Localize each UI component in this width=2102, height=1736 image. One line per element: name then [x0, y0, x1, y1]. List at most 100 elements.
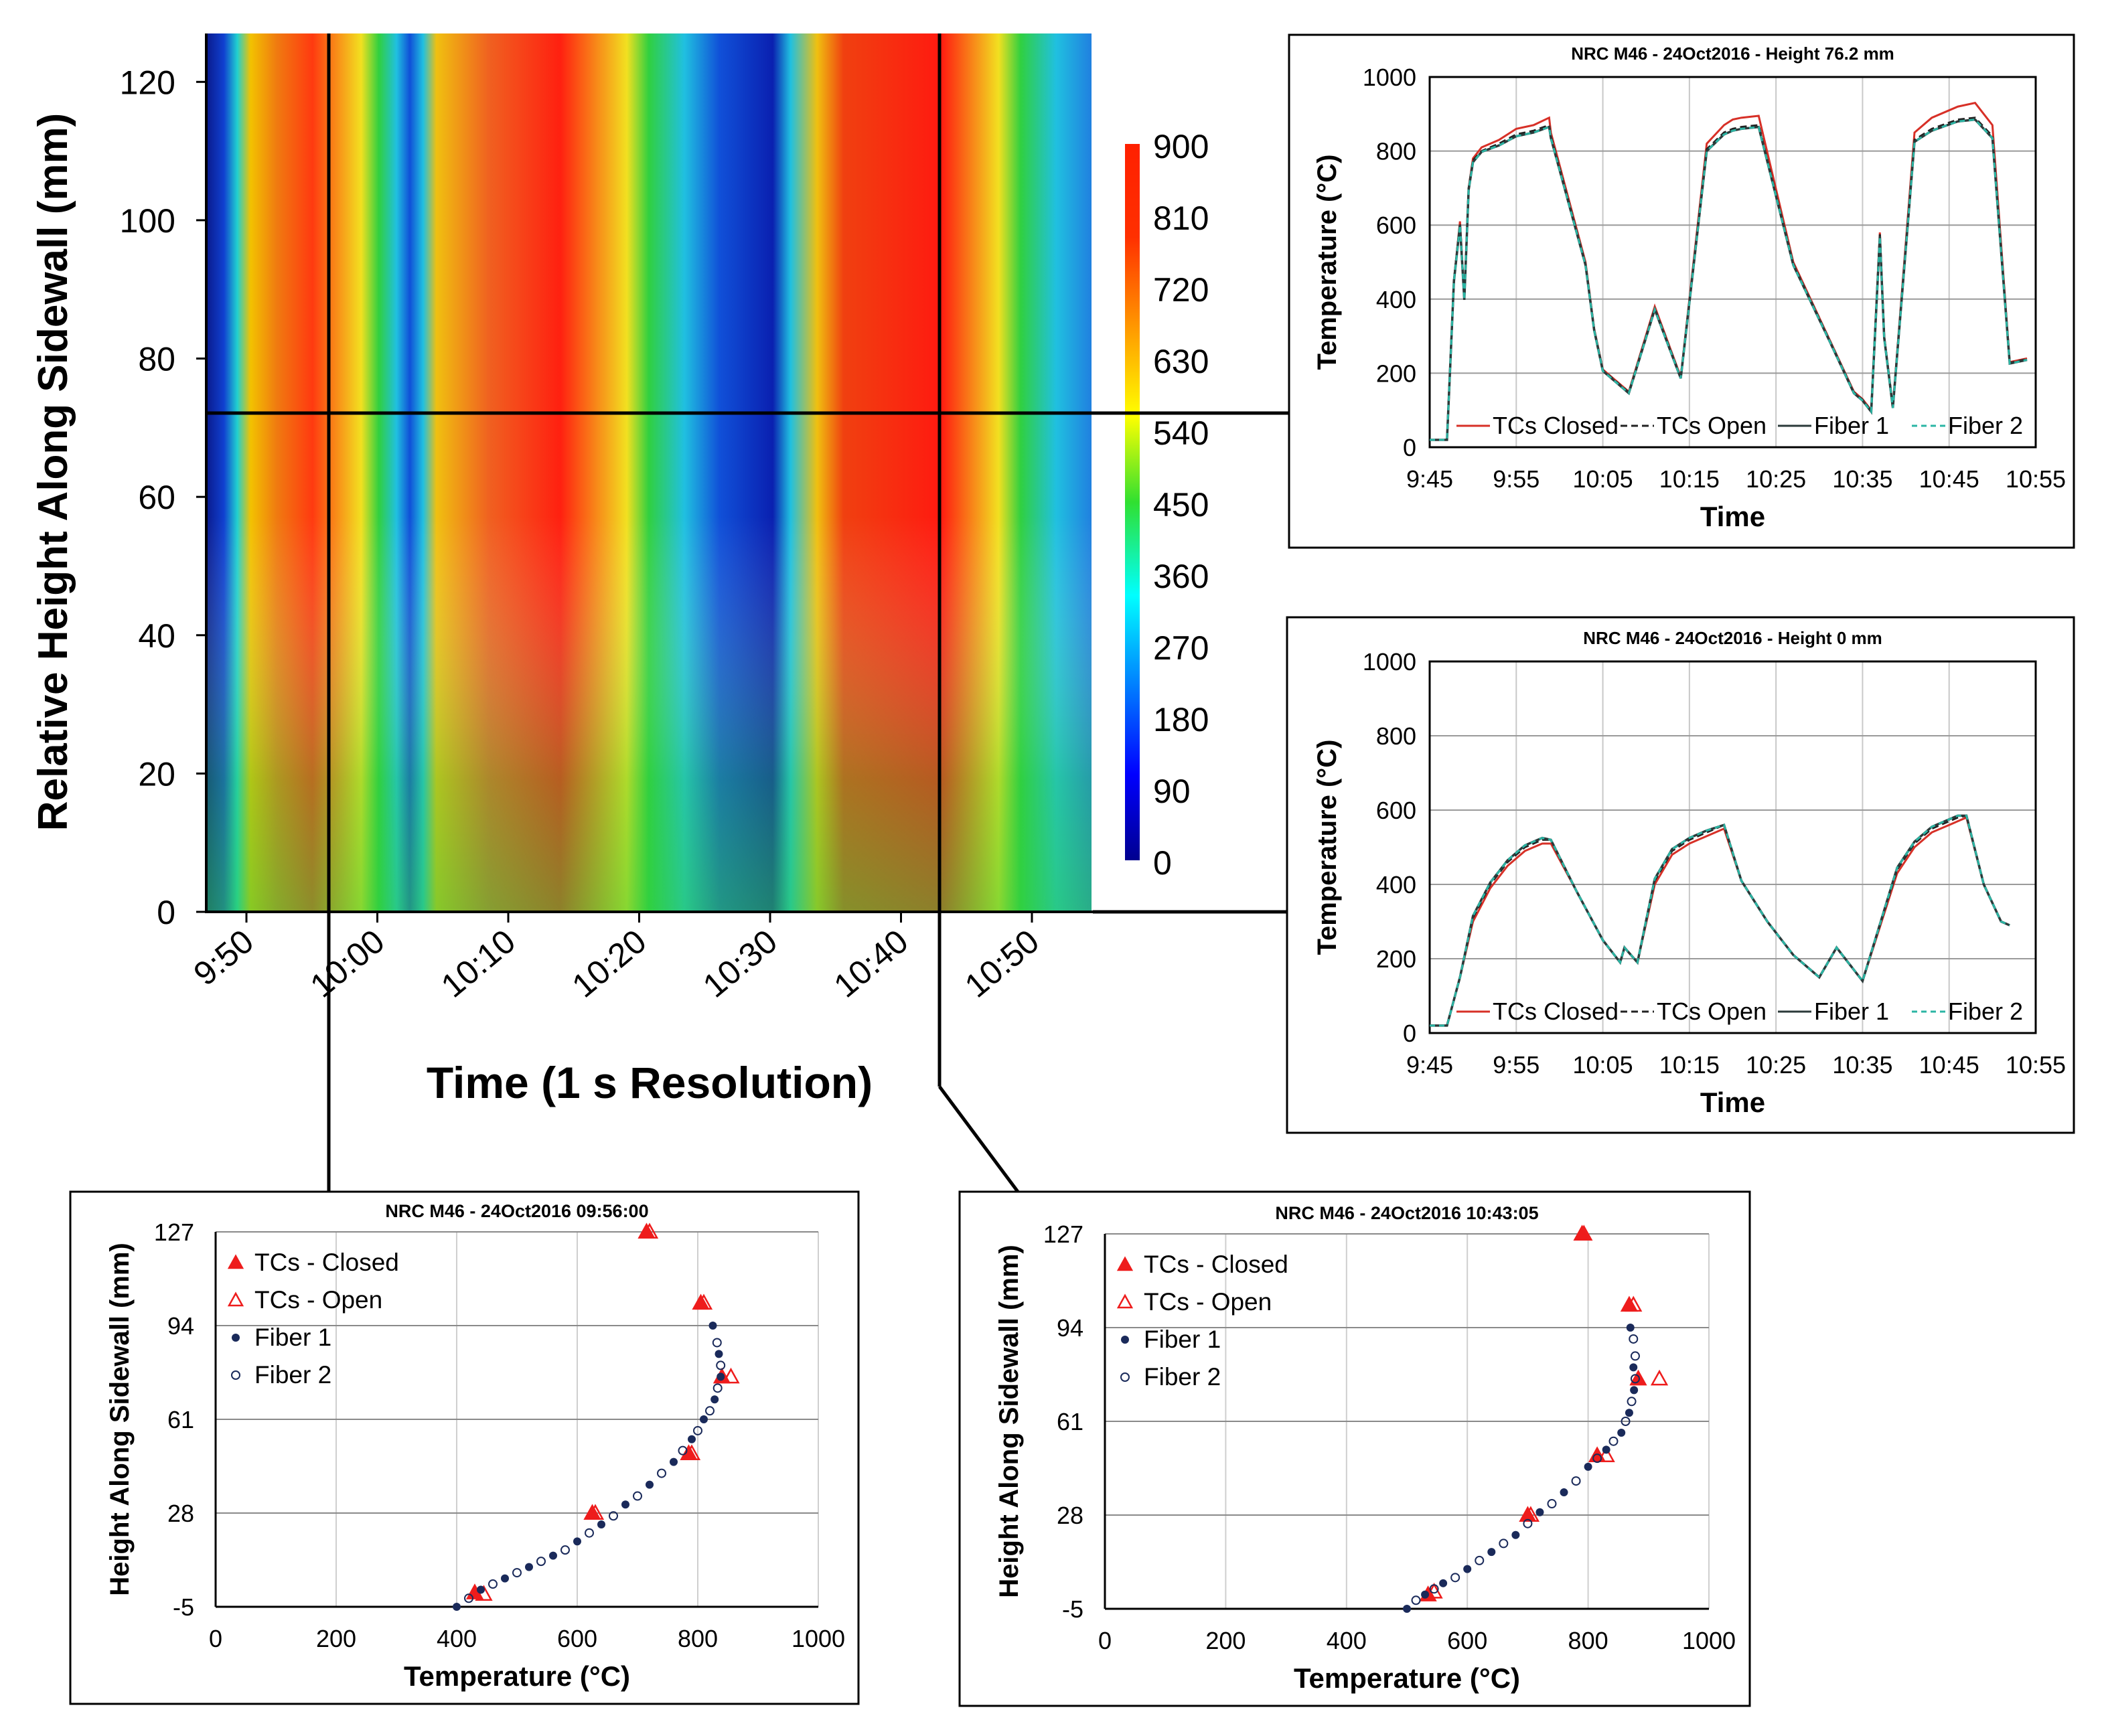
profile-chart-0956: NRC M46 - 24Oct2016 09:56:00 -5 28 61 94 127 0…	[69, 1190, 860, 1705]
data-point-fiber-1	[621, 1500, 629, 1509]
heatmap-x-tick-label: 9:50	[187, 923, 261, 993]
legend-marker	[232, 1334, 240, 1342]
x-tick-label: 800	[1568, 1627, 1608, 1654]
data-point-fiber-2	[536, 1557, 546, 1567]
data-point-fiber-1	[525, 1563, 533, 1571]
connector-1043-to-panel	[937, 1085, 1020, 1193]
heatmap-x-axis-title: Time (1 s Resolution)	[427, 1058, 873, 1107]
colorbar-tick-label: 90	[1153, 773, 1191, 810]
heatmap-y-tick-label: 120	[120, 64, 175, 101]
heatmap-x-tick-label: 10:30	[696, 923, 784, 1005]
plot-area	[1428, 76, 2037, 449]
x-tick-label: 0	[209, 1625, 222, 1652]
y-axis-title: Temperature (°C)	[1312, 740, 1342, 955]
x-tick-label: 600	[1447, 1627, 1487, 1654]
legend-marker	[1120, 1372, 1130, 1382]
data-point-fiber-2	[1499, 1538, 1509, 1549]
legend-label: Fiber 2	[1144, 1363, 1221, 1391]
data-point-fiber-2	[1429, 1584, 1439, 1594]
data-point-fiber-2	[1450, 1573, 1460, 1583]
chart-title: NRC M46 - 24Oct2016 - Height 0 mm	[1583, 628, 1882, 648]
colorbar-tick-label: 810	[1153, 200, 1209, 237]
y-tick-label: 1000	[1363, 64, 1416, 91]
data-point-fiber-2	[585, 1528, 594, 1538]
panel-frame	[1286, 616, 2075, 1134]
y-axis-title: Height Along Sidewall (mm)	[994, 1245, 1024, 1597]
y-tick-label: 200	[1376, 360, 1416, 387]
series-line-fiber-2	[1430, 119, 2028, 441]
y-tick-label: 61	[167, 1406, 194, 1433]
data-point-fiber-2	[1571, 1476, 1581, 1486]
legend-label: Fiber 2	[254, 1361, 331, 1389]
data-point-fiber-1	[1560, 1488, 1568, 1497]
data-point-fiber-1	[597, 1520, 605, 1528]
y-tick-label: 600	[1376, 212, 1416, 239]
legend-label: Fiber 1	[1814, 998, 1889, 1025]
data-point-fiber-1	[501, 1574, 509, 1583]
data-point-fiber-1	[453, 1603, 461, 1611]
legend-marker	[227, 1291, 244, 1307]
data-point-fiber-2	[1608, 1436, 1619, 1446]
heatmap-x-tick-label: 10:50	[958, 923, 1046, 1005]
data-point-fiber-1	[477, 1585, 485, 1594]
series-line-tcs-closed	[1430, 816, 2010, 1027]
x-tick-label: 800	[678, 1625, 718, 1652]
data-point-fiber-2	[657, 1468, 666, 1478]
data-point-fiber-1	[688, 1435, 696, 1443]
data-point-fiber-1	[670, 1457, 678, 1466]
legend-marker	[1116, 1293, 1134, 1309]
data-point-fiber-2	[1592, 1453, 1602, 1464]
data-point-fiber-2	[560, 1545, 570, 1555]
data-point-fiber-1	[1626, 1324, 1635, 1332]
chart-title: NRC M46 - 24Oct2016 - Height 76.2 mm	[1571, 44, 1894, 64]
cursor-lines	[206, 33, 1292, 1193]
legend-label: Fiber 1	[1814, 412, 1889, 439]
chart-title: NRC M46 - 24Oct2016 10:43:05	[1275, 1203, 1538, 1223]
y-tick-label: 400	[1376, 286, 1416, 313]
colorbar-tick-label: 180	[1153, 701, 1209, 738]
heatmap-y-tick-label: 0	[157, 894, 175, 931]
y-tick-label: 127	[1043, 1220, 1083, 1248]
x-tick-label: 10:25	[1746, 1051, 1806, 1079]
series-line-fiber-2	[1430, 814, 2010, 1027]
x-tick-label: 400	[1327, 1627, 1367, 1654]
legend-marker	[227, 1254, 244, 1269]
legend-label: TCs Open	[1657, 412, 1767, 439]
y-tick-label: 0	[1403, 1020, 1416, 1047]
x-tick-label: 400	[437, 1625, 477, 1652]
heatmap-x-tick-label: 10:00	[303, 923, 392, 1005]
y-tick-label: 61	[1057, 1408, 1083, 1435]
data-point-fiber-2	[512, 1568, 522, 1578]
heatmap-height-overlay	[206, 33, 1092, 911]
x-tick-label: 10:35	[1832, 465, 1892, 493]
panel-frame	[69, 1190, 860, 1705]
y-axis-title: Height Along Sidewall (mm)	[105, 1243, 135, 1595]
legend-label: Fiber 1	[1144, 1326, 1221, 1353]
colorbar-tick-label: 630	[1153, 343, 1209, 380]
x-tick-label: 10:05	[1573, 1051, 1633, 1079]
data-point-fiber-2	[712, 1338, 722, 1348]
y-tick-label: 94	[167, 1312, 194, 1340]
legend-label: TCs - Closed	[254, 1249, 399, 1276]
line-chart-height-0mm: NRC M46 - 24Oct2016 - Height 0 mm 0 200 400…	[1286, 616, 2075, 1134]
series-line-tcs-open	[1430, 116, 2028, 441]
data-point-fiber-1	[1625, 1409, 1633, 1417]
data-point-fiber-1	[1421, 1590, 1430, 1599]
colorbar-tick-label: 0	[1153, 844, 1172, 882]
data-point-tcs-open	[1575, 1225, 1593, 1241]
data-point-fiber-2	[1629, 1334, 1639, 1344]
colorbar-tick-label: 720	[1153, 271, 1209, 309]
data-point-fiber-1	[1487, 1548, 1496, 1557]
x-axis-title: Temperature (°C)	[1294, 1662, 1520, 1694]
x-tick-label: 1000	[792, 1625, 845, 1652]
data-point-fiber-1	[700, 1415, 708, 1423]
legend-label: TCs Closed	[1493, 998, 1619, 1025]
data-point-fiber-1	[1584, 1462, 1592, 1471]
legend-label: Fiber 1	[254, 1324, 331, 1351]
x-tick-label: 10:15	[1659, 1051, 1720, 1079]
data-point-tcs-open	[682, 1444, 701, 1460]
legend-label: TCs - Closed	[1144, 1251, 1288, 1278]
colorbar-tick-label: 360	[1153, 558, 1209, 595]
data-point-fiber-1	[1403, 1605, 1411, 1613]
